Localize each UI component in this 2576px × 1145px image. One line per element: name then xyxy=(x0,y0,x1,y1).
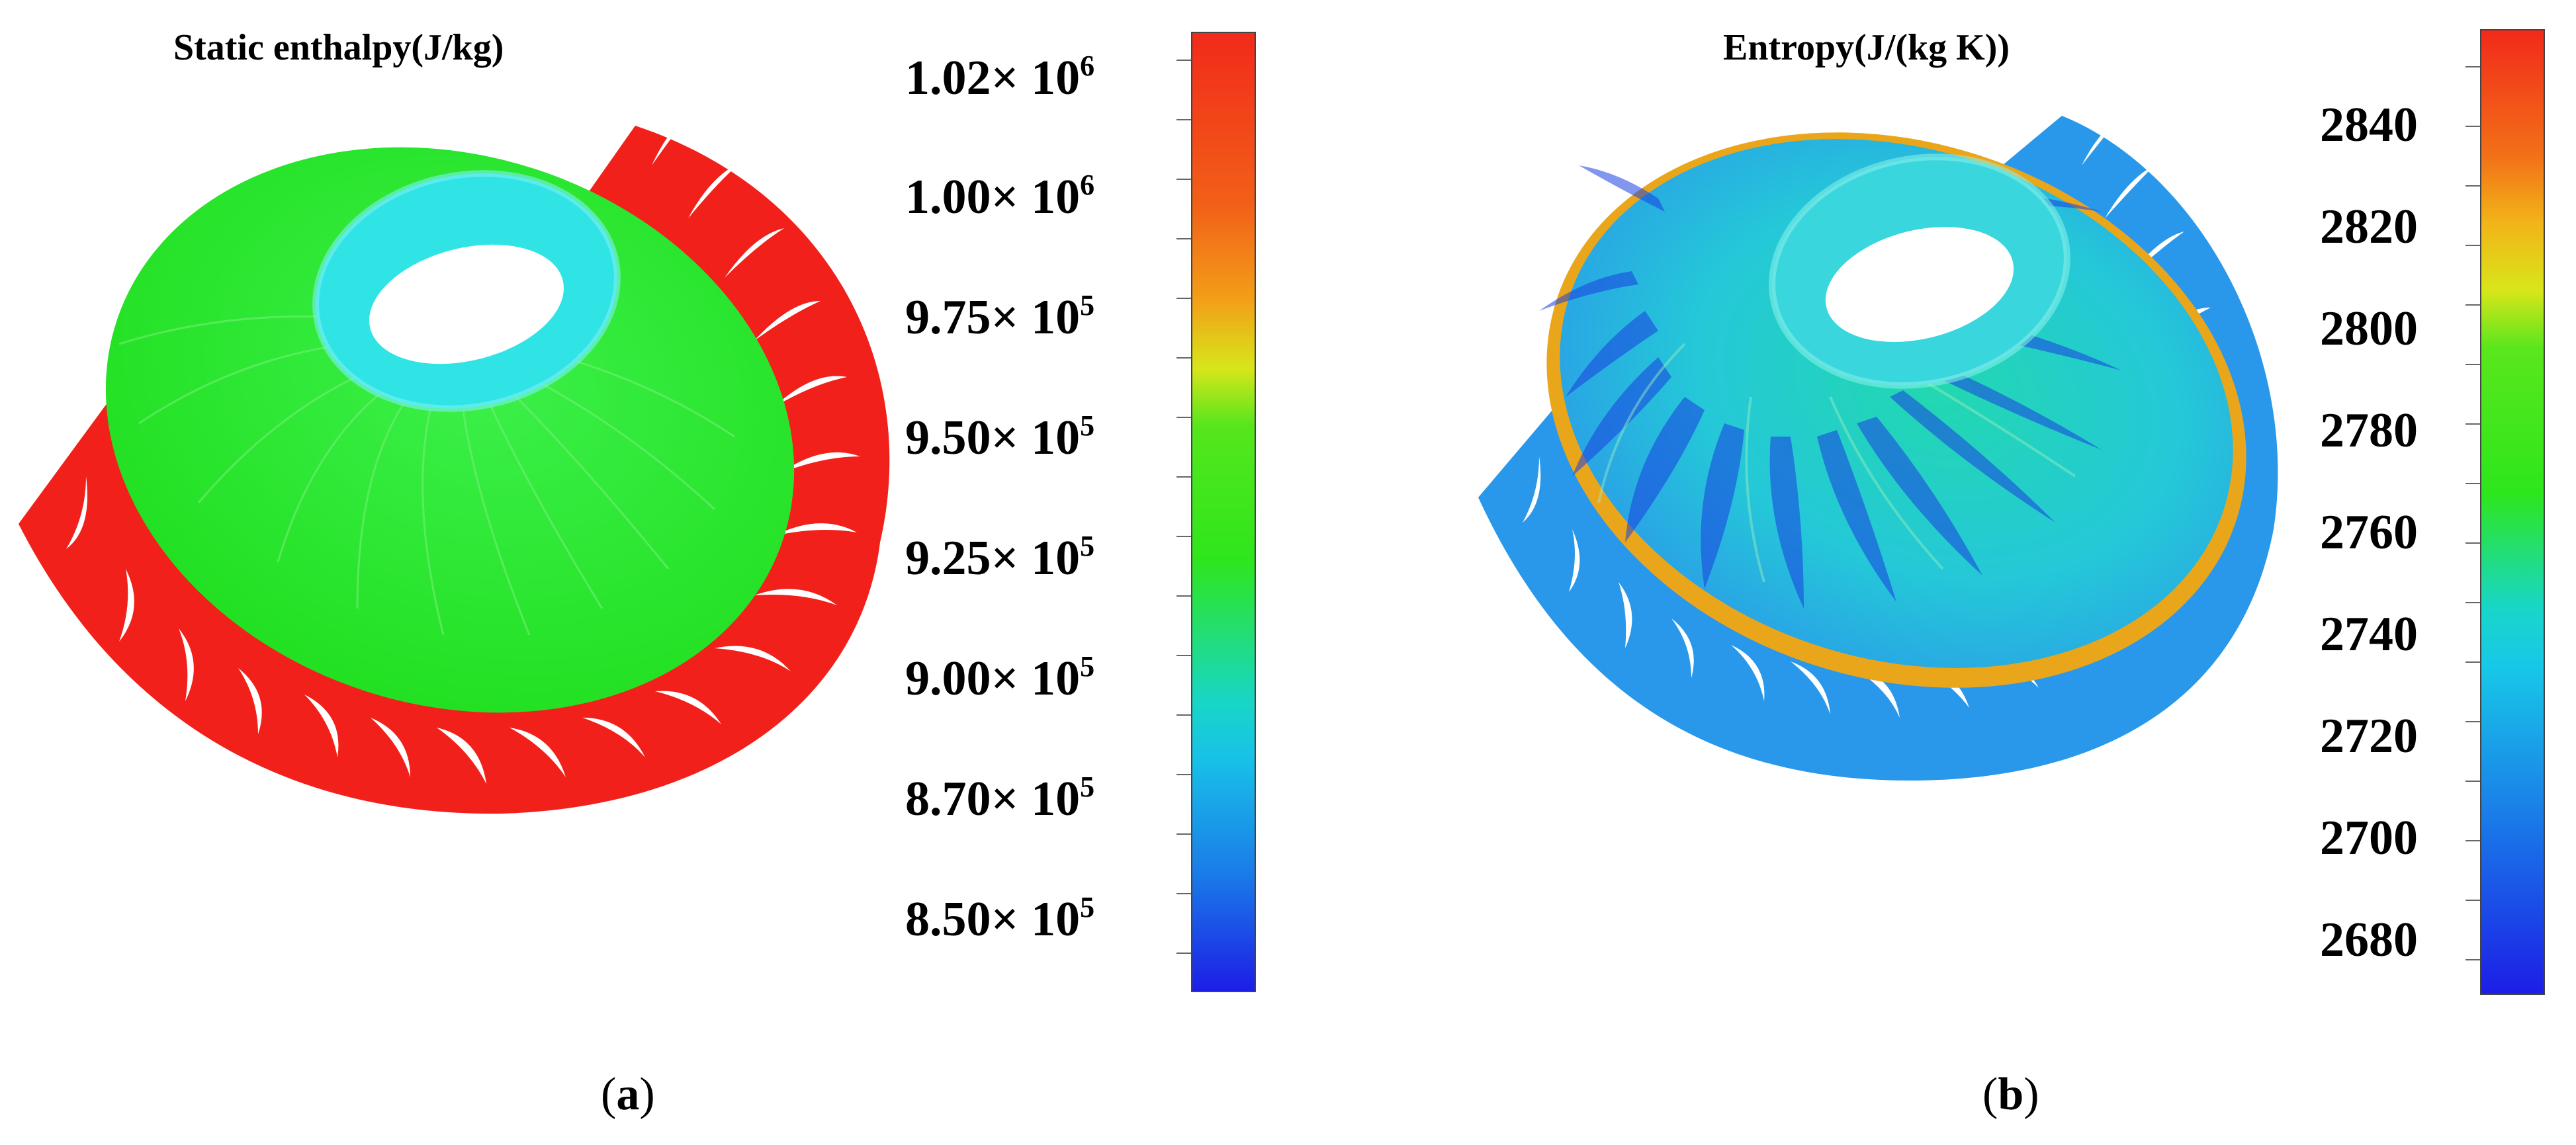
caption-a: (a) xyxy=(601,1069,655,1120)
tick-label: 2800 xyxy=(2320,302,2418,356)
tick-label: 9.75× 105 xyxy=(905,289,1095,345)
tick-label: 2740 xyxy=(2320,607,2418,661)
tick-label: 1.02× 106 xyxy=(905,50,1095,105)
tick-label: 8.50× 105 xyxy=(905,891,1095,947)
colorbar-enthalpy xyxy=(1191,32,1256,992)
tick-label: 2840 xyxy=(2320,98,2418,152)
runner-disk xyxy=(105,147,795,713)
tick-label: 2700 xyxy=(2320,811,2418,865)
hub-opening xyxy=(369,244,564,364)
colorbar-entropy xyxy=(2480,29,2545,995)
tick-label: 2760 xyxy=(2320,505,2418,560)
tick-label: 9.25× 105 xyxy=(905,530,1095,585)
turbine-contour-render xyxy=(19,112,890,814)
panel-entropy: Entropy(J/(kg K)) xyxy=(1288,0,2576,1145)
hub-opening xyxy=(1825,227,2014,342)
guide-vanes xyxy=(66,112,860,784)
tick-label: 2780 xyxy=(2320,403,2418,458)
tick-label: 2820 xyxy=(2320,200,2418,254)
plot-title: Entropy(J/(kg K)) xyxy=(1723,27,2010,68)
turbine-contour-render xyxy=(1478,116,2278,781)
plot-title: Static enthalpy(J/kg) xyxy=(173,27,504,68)
tick-label: 1.00× 106 xyxy=(905,169,1095,224)
tick-label: 9.00× 105 xyxy=(905,650,1095,706)
tick-label: 8.70× 105 xyxy=(905,771,1095,826)
tick-label: 9.50× 105 xyxy=(905,409,1095,465)
tick-label: 2720 xyxy=(2320,709,2418,763)
tick-label: 2680 xyxy=(2320,913,2418,967)
panel-static-enthalpy: Static enthalpy(J/kg) xyxy=(19,27,1256,1120)
caption-b: (b) xyxy=(1982,1069,2039,1120)
